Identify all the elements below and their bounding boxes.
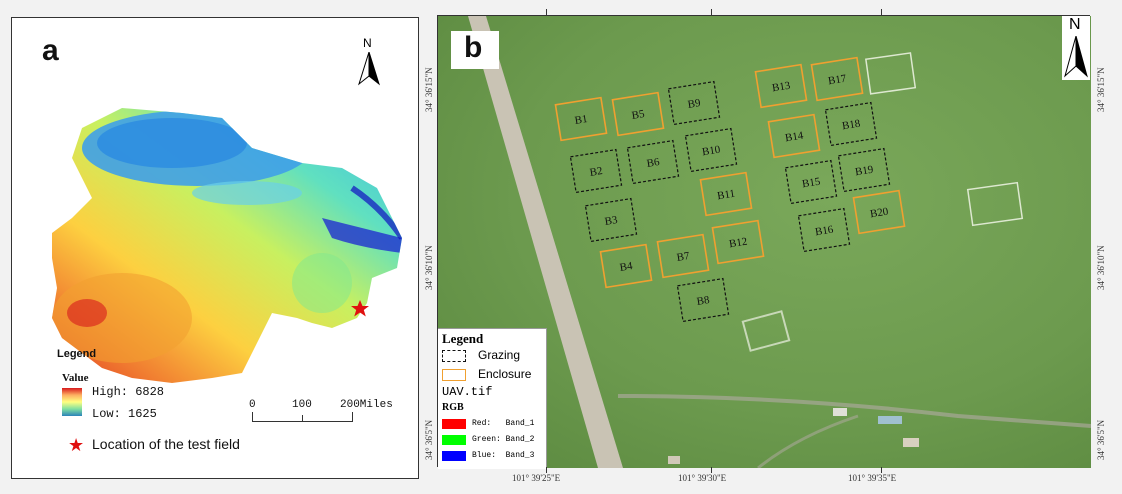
plot-label: B11 (716, 188, 736, 203)
test-field-star-icon (351, 300, 369, 317)
plot-label: B9 (687, 97, 702, 111)
north-arrow-icon-b (1064, 36, 1088, 78)
north-arrow-icon: N (357, 36, 381, 86)
panel-b-letter: b (464, 31, 483, 64)
plot-outline (711, 219, 765, 265)
legend-title: Legend (57, 348, 97, 360)
north-label: N (363, 36, 372, 50)
plot-label: B20 (869, 206, 889, 221)
plot-label: B4 (619, 260, 634, 274)
plot-outline (767, 113, 821, 159)
plot-outline (599, 243, 653, 289)
lon-label-1: 101° 39'25"E (512, 473, 561, 483)
band-blue-swatch (442, 451, 466, 461)
legend-raster-name: UAV.tif (442, 385, 493, 399)
plot-label: B3 (604, 214, 619, 228)
lon-tick (881, 467, 882, 473)
lat-label-left-1: 34° 36'15"N (424, 67, 434, 112)
plot-label: B14 (784, 130, 804, 145)
legend-high: High: 6828 (92, 385, 165, 399)
lon-tick (546, 9, 547, 15)
north-arrow-box: N (1062, 16, 1090, 80)
grazing-swatch (442, 350, 466, 362)
plot-label: B12 (728, 236, 748, 251)
enclosure-swatch (442, 369, 466, 381)
plot-label: B2 (589, 165, 604, 179)
lon-label-3: 101° 39'35"E (848, 473, 897, 483)
legend-enclosure: Enclosure (478, 367, 532, 381)
plot-b14: B14 (767, 113, 821, 159)
lat-label-right-3: 34° 36'5"N (1096, 419, 1106, 460)
scale-label-100: 100 (292, 399, 312, 411)
plot-outline (810, 56, 864, 102)
plot-b7: B7 (656, 233, 710, 279)
lon-label-2: 101° 39'30"E (678, 473, 727, 483)
plot-label: B17 (827, 73, 847, 88)
plot-outline (611, 91, 665, 137)
plot-outline (852, 189, 906, 235)
panel-a-letter: a (42, 34, 59, 67)
band-red-swatch (442, 419, 466, 429)
plot-outline (554, 96, 608, 142)
map-legend: Legend Grazing Enclosure UAV.tif RGB Red… (438, 328, 547, 469)
plot-label: B16 (814, 224, 834, 239)
plot-outline (656, 233, 710, 279)
panel-a-map: a N (11, 17, 419, 479)
lat-label-right-1: 34° 36'15"N (1096, 67, 1106, 112)
plot-label: B8 (696, 294, 711, 308)
north-label-b: N (1069, 16, 1081, 33)
plot-b4: B4 (599, 243, 653, 289)
legend-rgb: RGB (442, 402, 464, 413)
legend-low: Low: 1625 (92, 407, 157, 421)
plot-label: B6 (646, 156, 661, 170)
plot-label: B19 (854, 164, 874, 179)
scale-bar (252, 412, 353, 422)
lon-tick (711, 9, 712, 15)
plot-label: B5 (631, 108, 646, 122)
plot-b13: B13 (754, 63, 808, 109)
lat-label-left-3: 34° 36'5"N (424, 419, 434, 460)
legend-title-b: Legend (442, 331, 484, 346)
panel-b-uav-image: B1 B2 B3 B4 B5 B6 B7 B8 B9 B10 B11 B12 B13 B14 B15 B16 B… (437, 15, 1091, 469)
lon-tick (881, 9, 882, 15)
scale-label-200: 200Miles (340, 399, 393, 411)
band-green-swatch (442, 435, 466, 445)
plot-label: B1 (574, 113, 589, 127)
lon-tick (711, 467, 712, 473)
band-red-label: Red: Band_1 (472, 419, 535, 428)
band-blue-label: Blue: Band_3 (472, 451, 535, 460)
uav-orthomosaic: B1 B2 B3 B4 B5 B6 B7 B8 B9 B10 B11 B12 B13 B14 B15 B16 B… (438, 16, 1091, 468)
lat-label-left-2: 34° 36'10"N (424, 245, 434, 290)
plot-label: B7 (676, 250, 691, 264)
plot-label: B15 (801, 176, 821, 191)
lat-label-right-2: 34° 36'10"N (1096, 245, 1106, 290)
plot-b17: B17 (810, 56, 864, 102)
plot-label: B10 (701, 144, 721, 159)
elevation-color-ramp (62, 388, 82, 416)
plot-label: B13 (771, 80, 791, 95)
plot-label: B18 (841, 118, 861, 133)
scale-label-0: 0 (249, 399, 256, 411)
plot-b20: B20 (852, 189, 906, 235)
plot-b5: B5 (611, 91, 665, 137)
dem-map (52, 108, 402, 383)
plot-outline (754, 63, 808, 109)
plot-b11: B11 (699, 171, 753, 217)
value-label: Value (62, 372, 89, 384)
plot-b1: B1 (554, 96, 608, 142)
lon-tick (546, 467, 547, 473)
legend-grazing: Grazing (478, 348, 521, 362)
band-green-label: Green: Band_2 (472, 435, 535, 444)
plot-outline (699, 171, 753, 217)
location-label: Location of the test field (92, 436, 240, 452)
plot-b12: B12 (711, 219, 765, 265)
panel-b-letter-box: b (451, 31, 499, 69)
legend-star-icon: ★ (68, 435, 85, 455)
